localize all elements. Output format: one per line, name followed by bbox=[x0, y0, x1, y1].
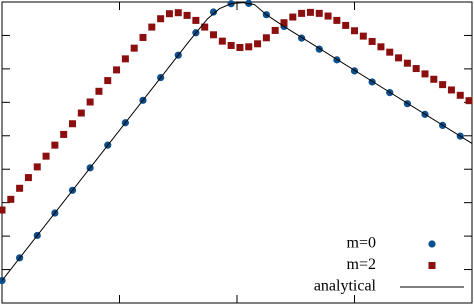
point bbox=[439, 81, 447, 89]
analytical-line bbox=[1, 2, 473, 281]
point bbox=[51, 141, 59, 149]
point bbox=[0, 276, 6, 285]
point bbox=[395, 54, 403, 62]
point bbox=[24, 174, 32, 182]
point bbox=[306, 8, 314, 16]
point bbox=[262, 34, 270, 42]
point bbox=[403, 59, 411, 67]
point bbox=[192, 16, 200, 24]
point bbox=[280, 19, 288, 27]
legend-label: m=2 bbox=[347, 256, 376, 273]
point bbox=[271, 26, 279, 34]
point bbox=[245, 43, 253, 51]
point bbox=[16, 184, 24, 192]
point bbox=[351, 27, 358, 35]
point bbox=[130, 44, 138, 52]
point bbox=[430, 75, 438, 83]
point bbox=[209, 8, 218, 16]
legend-label: analytical bbox=[314, 278, 377, 295]
point bbox=[236, 43, 244, 51]
point bbox=[456, 91, 464, 99]
point bbox=[447, 86, 455, 94]
point bbox=[465, 97, 473, 105]
legend-label: m=0 bbox=[347, 235, 376, 252]
legend-symbol bbox=[428, 240, 436, 248]
point bbox=[324, 12, 332, 20]
point bbox=[148, 23, 156, 31]
point bbox=[113, 66, 121, 74]
point bbox=[42, 152, 50, 160]
point bbox=[218, 37, 226, 45]
point bbox=[421, 70, 429, 78]
point bbox=[33, 163, 41, 171]
point bbox=[174, 9, 182, 17]
point bbox=[183, 11, 191, 19]
point bbox=[95, 87, 103, 95]
point bbox=[77, 109, 85, 117]
point bbox=[289, 13, 297, 21]
point bbox=[377, 43, 385, 51]
point bbox=[104, 77, 112, 85]
point bbox=[139, 33, 147, 41]
point bbox=[165, 10, 173, 18]
point bbox=[254, 40, 262, 48]
point bbox=[157, 15, 165, 23]
point bbox=[342, 21, 350, 29]
point bbox=[201, 23, 209, 31]
point bbox=[69, 120, 76, 128]
point bbox=[386, 48, 394, 56]
legend-symbol bbox=[428, 262, 436, 269]
point bbox=[333, 16, 341, 24]
point bbox=[0, 206, 6, 214]
point bbox=[7, 195, 15, 203]
point bbox=[227, 41, 235, 49]
point bbox=[210, 31, 217, 39]
point bbox=[359, 32, 367, 40]
point bbox=[412, 65, 420, 73]
point bbox=[60, 130, 68, 138]
point bbox=[315, 9, 323, 17]
point bbox=[121, 55, 129, 63]
point bbox=[368, 37, 376, 45]
point bbox=[298, 9, 306, 17]
point bbox=[86, 98, 94, 106]
